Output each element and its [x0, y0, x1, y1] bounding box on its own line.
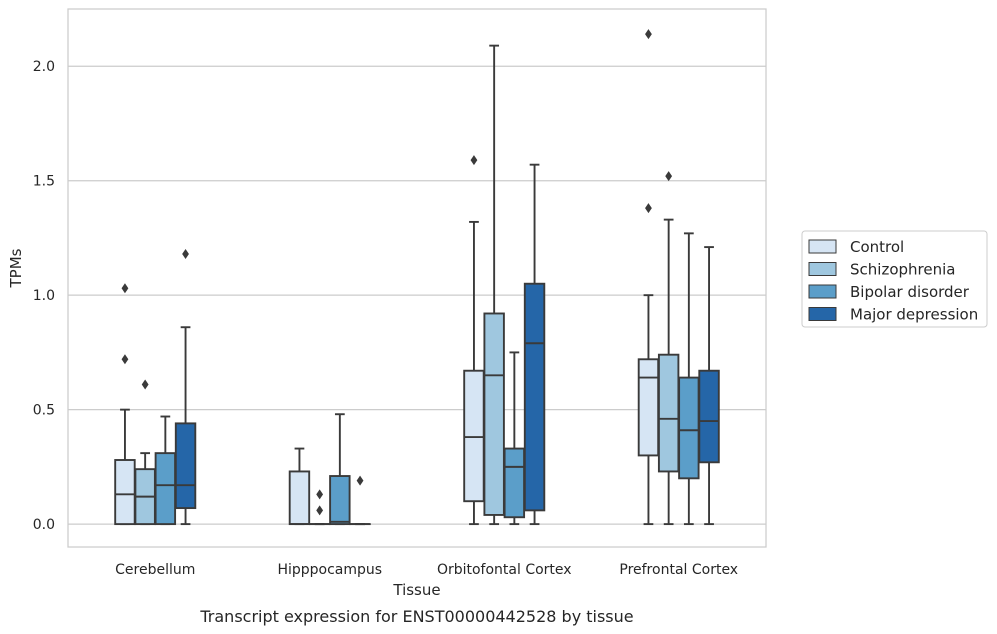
x-tick-label: Hipppocampus	[277, 562, 382, 578]
outlier-point	[316, 489, 324, 500]
outlier-point	[645, 29, 652, 40]
chart-caption: Transcript expression for ENST0000044252…	[199, 607, 633, 626]
outlier-point	[121, 283, 129, 294]
box	[174, 422, 197, 510]
outlier-point	[121, 354, 129, 365]
box-group	[483, 44, 505, 526]
x-axis-label: Tissue	[392, 581, 440, 599]
box-group	[114, 283, 136, 526]
boxes	[114, 29, 720, 526]
legend-label: Major depression	[850, 306, 978, 324]
outlier-point	[141, 379, 149, 390]
box	[114, 459, 136, 526]
box-group	[154, 415, 177, 526]
legend-swatch	[808, 239, 837, 254]
plot-frame	[67, 8, 767, 548]
outlier-point	[182, 248, 189, 259]
legend-swatch	[808, 284, 837, 299]
y-tick-labels: 0.0 0.5 1.0 1.5 2.0	[33, 59, 55, 533]
legend-swatch	[808, 262, 837, 276]
y-tick-label: 0.0	[33, 517, 55, 533]
box	[523, 282, 546, 512]
y-tick-label: 1.5	[33, 174, 55, 190]
outlier-point	[645, 203, 652, 214]
box	[288, 470, 311, 526]
box-group	[523, 163, 546, 526]
y-axis-label: TPMs	[7, 248, 25, 288]
legend: Control Schizophrenia Bipolar disorder Majo…	[801, 230, 988, 328]
legend-swatch	[808, 307, 837, 321]
box	[483, 312, 505, 516]
y-tick-label: 0.5	[33, 403, 55, 419]
legend-label: Control	[850, 238, 904, 256]
box-group	[134, 379, 156, 526]
box-group	[657, 171, 680, 526]
outlier-point	[470, 155, 478, 166]
y-tick-label: 1.0	[33, 288, 55, 304]
outlier-point	[316, 505, 324, 516]
box-group	[698, 246, 720, 526]
x-tick-label: Orbitofontal Cortex	[437, 562, 572, 578]
box	[463, 369, 485, 503]
x-tick-label: Cerebellum	[115, 562, 195, 578]
box	[154, 452, 177, 526]
box	[657, 353, 680, 473]
box-group	[678, 232, 700, 526]
legend-label: Bipolar disorder	[850, 283, 970, 301]
box	[503, 447, 526, 519]
box-group	[463, 155, 485, 526]
x-tick-labels: Cerebellum Hipppocampus Orbitofontal Corte…	[115, 562, 738, 578]
box-group	[174, 248, 197, 526]
box	[637, 358, 660, 457]
box	[698, 369, 720, 464]
box-group	[288, 447, 311, 526]
box-group	[308, 489, 331, 526]
outlier-point	[665, 171, 673, 182]
outlier-point	[356, 475, 364, 486]
box-group	[637, 29, 660, 526]
legend-label: Schizophrenia	[850, 261, 955, 279]
box	[678, 376, 700, 480]
y-tick-label: 2.0	[33, 59, 55, 75]
x-tick-label: Prefrontal Cortex	[619, 562, 738, 578]
box	[329, 475, 351, 526]
box-group	[329, 413, 351, 526]
legend-frame	[801, 230, 988, 328]
box-group	[503, 351, 526, 526]
box-group	[349, 475, 371, 526]
